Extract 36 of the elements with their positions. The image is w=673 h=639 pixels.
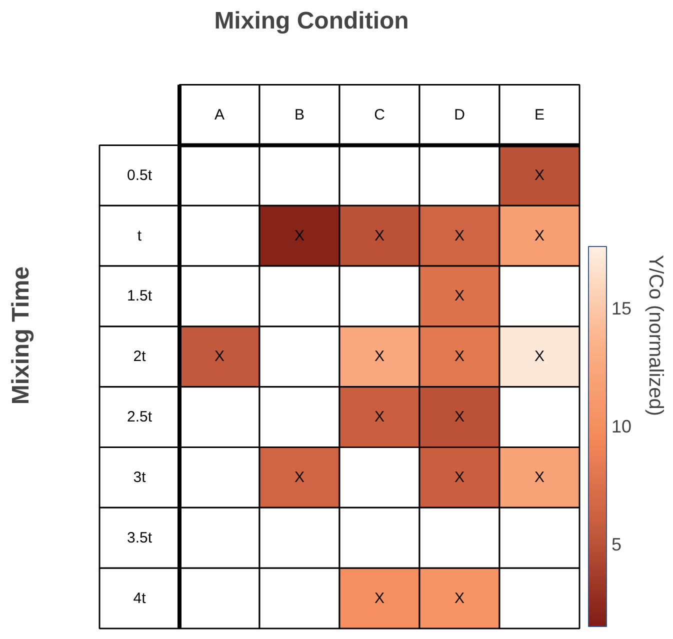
- y-tick-label: 2t: [133, 348, 147, 366]
- data-label: X: [454, 468, 465, 486]
- y-tick-label: 3.5t: [126, 529, 153, 546]
- data-label: X: [374, 590, 385, 607]
- data-label: X: [374, 227, 385, 244]
- y-tick-label: 2.5t: [126, 408, 153, 426]
- data-label: X: [534, 166, 545, 184]
- data-label: X: [454, 590, 465, 607]
- data-label: X: [534, 227, 545, 244]
- data-label: X: [454, 348, 465, 366]
- y-tick-label: 0.5t: [126, 166, 153, 184]
- y-tick-label: 4t: [133, 590, 147, 607]
- color-bar-label: 5: [612, 534, 622, 554]
- data-label: X: [534, 468, 545, 486]
- y-tick-label: 1.5t: [126, 288, 153, 305]
- color-bar-label: 15: [612, 298, 632, 318]
- data-label: X: [454, 227, 465, 244]
- data-label: X: [454, 288, 465, 305]
- color-bar-label: 10: [612, 416, 632, 436]
- y-tick-label: 3t: [133, 468, 147, 486]
- data-label: X: [214, 348, 225, 366]
- x-tick-label: C: [374, 106, 386, 124]
- x-tick-label: A: [214, 106, 225, 124]
- y-tick-label: t: [137, 227, 142, 244]
- data-label: X: [294, 227, 305, 244]
- x-tick-label: E: [534, 106, 545, 124]
- chart-title: Mixing Condition: [214, 8, 409, 34]
- data-label: X: [294, 468, 305, 486]
- data-label: X: [374, 348, 385, 366]
- data-label: X: [374, 408, 385, 426]
- data-label: X: [454, 408, 465, 426]
- y-axis-title: Mixing Time: [8, 266, 34, 405]
- x-tick-label: B: [294, 106, 305, 124]
- data-label: X: [534, 348, 545, 366]
- color-bar-title: Y/Co (normalized): [644, 254, 666, 416]
- x-tick-label: D: [454, 106, 466, 124]
